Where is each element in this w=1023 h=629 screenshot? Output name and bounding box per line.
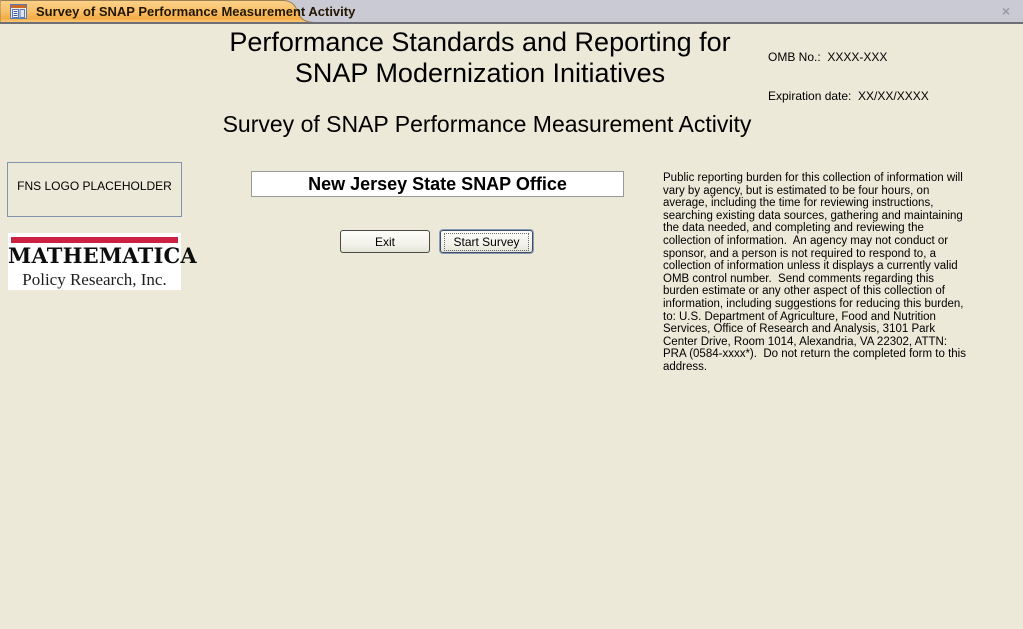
burden-statement: Public reporting burden for this collect… <box>663 172 970 373</box>
tab-title: Survey of SNAP Performance Measurement A… <box>36 3 356 19</box>
omb-info: OMB No.: XXXX-XXX Expiration date: XX/XX… <box>768 25 929 129</box>
close-icon[interactable]: × <box>1001 3 1011 19</box>
start-survey-button-label: Start Survey <box>444 232 529 251</box>
mathematica-logo-redbar <box>11 237 178 243</box>
exit-button[interactable]: Exit <box>340 230 430 253</box>
tab-survey[interactable]: Survey of SNAP Performance Measurement A… <box>0 0 355 22</box>
fns-logo-placeholder: FNS LOGO PLACEHOLDER <box>7 162 182 217</box>
mathematica-logo-name: MATHEMATICA <box>8 243 197 268</box>
omb-expiration: Expiration date: XX/XX/XXXX <box>768 89 929 103</box>
mathematica-logo: MATHEMATICA Policy Research, Inc. <box>8 233 197 290</box>
form-icon <box>10 3 27 19</box>
mathematica-logo-subtext: Policy Research, Inc. <box>22 270 167 289</box>
fns-logo-placeholder-label: FNS LOGO PLACEHOLDER <box>17 178 172 193</box>
omb-number: OMB No.: XXXX-XXX <box>768 50 888 64</box>
page-subtitle: Survey of SNAP Performance Measurement A… <box>222 111 752 137</box>
page-title: Performance Standards and Reporting for … <box>130 27 830 89</box>
start-survey-button[interactable]: Start Survey <box>440 230 533 253</box>
survey-form: OMB No.: XXXX-XXX Expiration date: XX/XX… <box>0 24 1023 629</box>
page-title-line2: SNAP Modernization Initiatives <box>294 58 666 88</box>
active-tab-shape <box>0 0 319 23</box>
document-tab-bar: Survey of SNAP Performance Measurement A… <box>0 0 1023 23</box>
page-title-line1: Performance Standards and Reporting for <box>229 27 731 57</box>
office-name-field[interactable]: New Jersey State SNAP Office <box>251 171 624 197</box>
tabbar-divider <box>0 22 1023 24</box>
